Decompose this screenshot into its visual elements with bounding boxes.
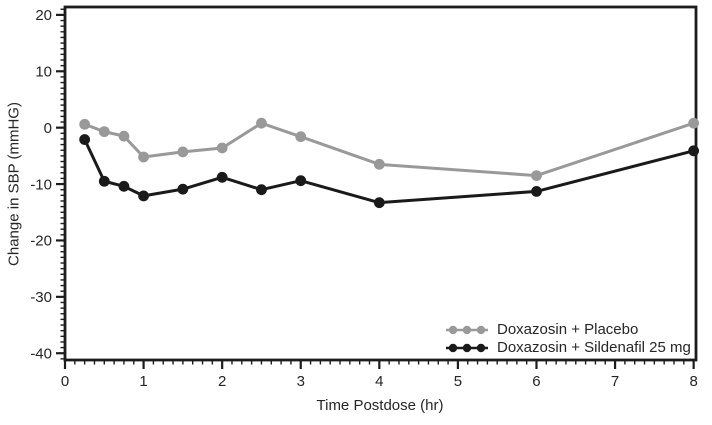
legend-label-placebo: Doxazosin + Placebo — [497, 321, 639, 338]
x-tick-label: 8 — [689, 373, 697, 390]
legend-swatch-sildenafil-icon — [446, 343, 488, 353]
legend-swatch-placebo-icon — [446, 325, 488, 335]
legend: Doxazosin + Placebo Doxazosin + Sildenaf… — [444, 321, 691, 357]
data-point — [216, 142, 228, 154]
data-point — [98, 126, 110, 138]
data-point — [138, 190, 149, 202]
data-point — [177, 183, 189, 195]
data-point — [373, 197, 385, 209]
data-point — [373, 158, 385, 170]
data-point — [256, 117, 267, 129]
series-placebo — [79, 117, 700, 182]
series-sildenafil — [79, 134, 700, 209]
data-point — [216, 171, 228, 183]
y-tick-label: 0 — [44, 120, 52, 137]
series-line-sildenafil — [83, 138, 696, 205]
data-point — [177, 146, 189, 158]
x-tick-label: 0 — [61, 373, 69, 390]
x-tick-label: 2 — [218, 373, 226, 390]
data-point — [98, 175, 110, 187]
axis-ticks: 20 10 0 -10 -20 -30 -40 0 1 2 3 4 5 6 7 8 — [30, 7, 698, 390]
data-point — [79, 118, 91, 130]
data-point — [531, 185, 542, 197]
series-line-placebo — [83, 121, 696, 178]
data-point — [118, 180, 130, 192]
x-axis-title: Time Postdose (hr) — [316, 397, 444, 414]
data-point — [118, 130, 130, 142]
y-axis-title: Change in SBP (mmHG) — [5, 102, 23, 266]
y-tick-label: -10 — [30, 176, 52, 193]
data-point — [531, 170, 542, 182]
x-tick-label: 4 — [375, 373, 383, 390]
data-point — [688, 117, 700, 129]
y-tick-label: 20 — [35, 7, 52, 24]
x-tick-label: 5 — [454, 373, 462, 390]
x-tick-label: 7 — [611, 373, 619, 390]
y-tick-label: -40 — [30, 345, 52, 362]
y-tick-label: -30 — [30, 289, 52, 306]
plot-frame — [63, 5, 698, 362]
legend-item-sildenafil: Doxazosin + Sildenafil 25 mg — [444, 339, 691, 357]
x-tick-label: 1 — [139, 373, 147, 390]
y-tick-label: 10 — [35, 64, 52, 81]
legend-label-sildenafil: Doxazosin + Sildenafil 25 mg — [497, 339, 691, 356]
x-tick-label: 3 — [297, 373, 305, 390]
legend-item-placebo: Doxazosin + Placebo — [444, 321, 691, 339]
data-point — [79, 134, 91, 145]
y-tick-label: -20 — [30, 233, 52, 250]
data-point — [688, 145, 700, 157]
data-point — [295, 175, 307, 187]
data-point — [295, 131, 307, 143]
x-tick-label: 6 — [532, 373, 540, 390]
data-point — [138, 151, 149, 163]
data-point — [256, 184, 267, 196]
